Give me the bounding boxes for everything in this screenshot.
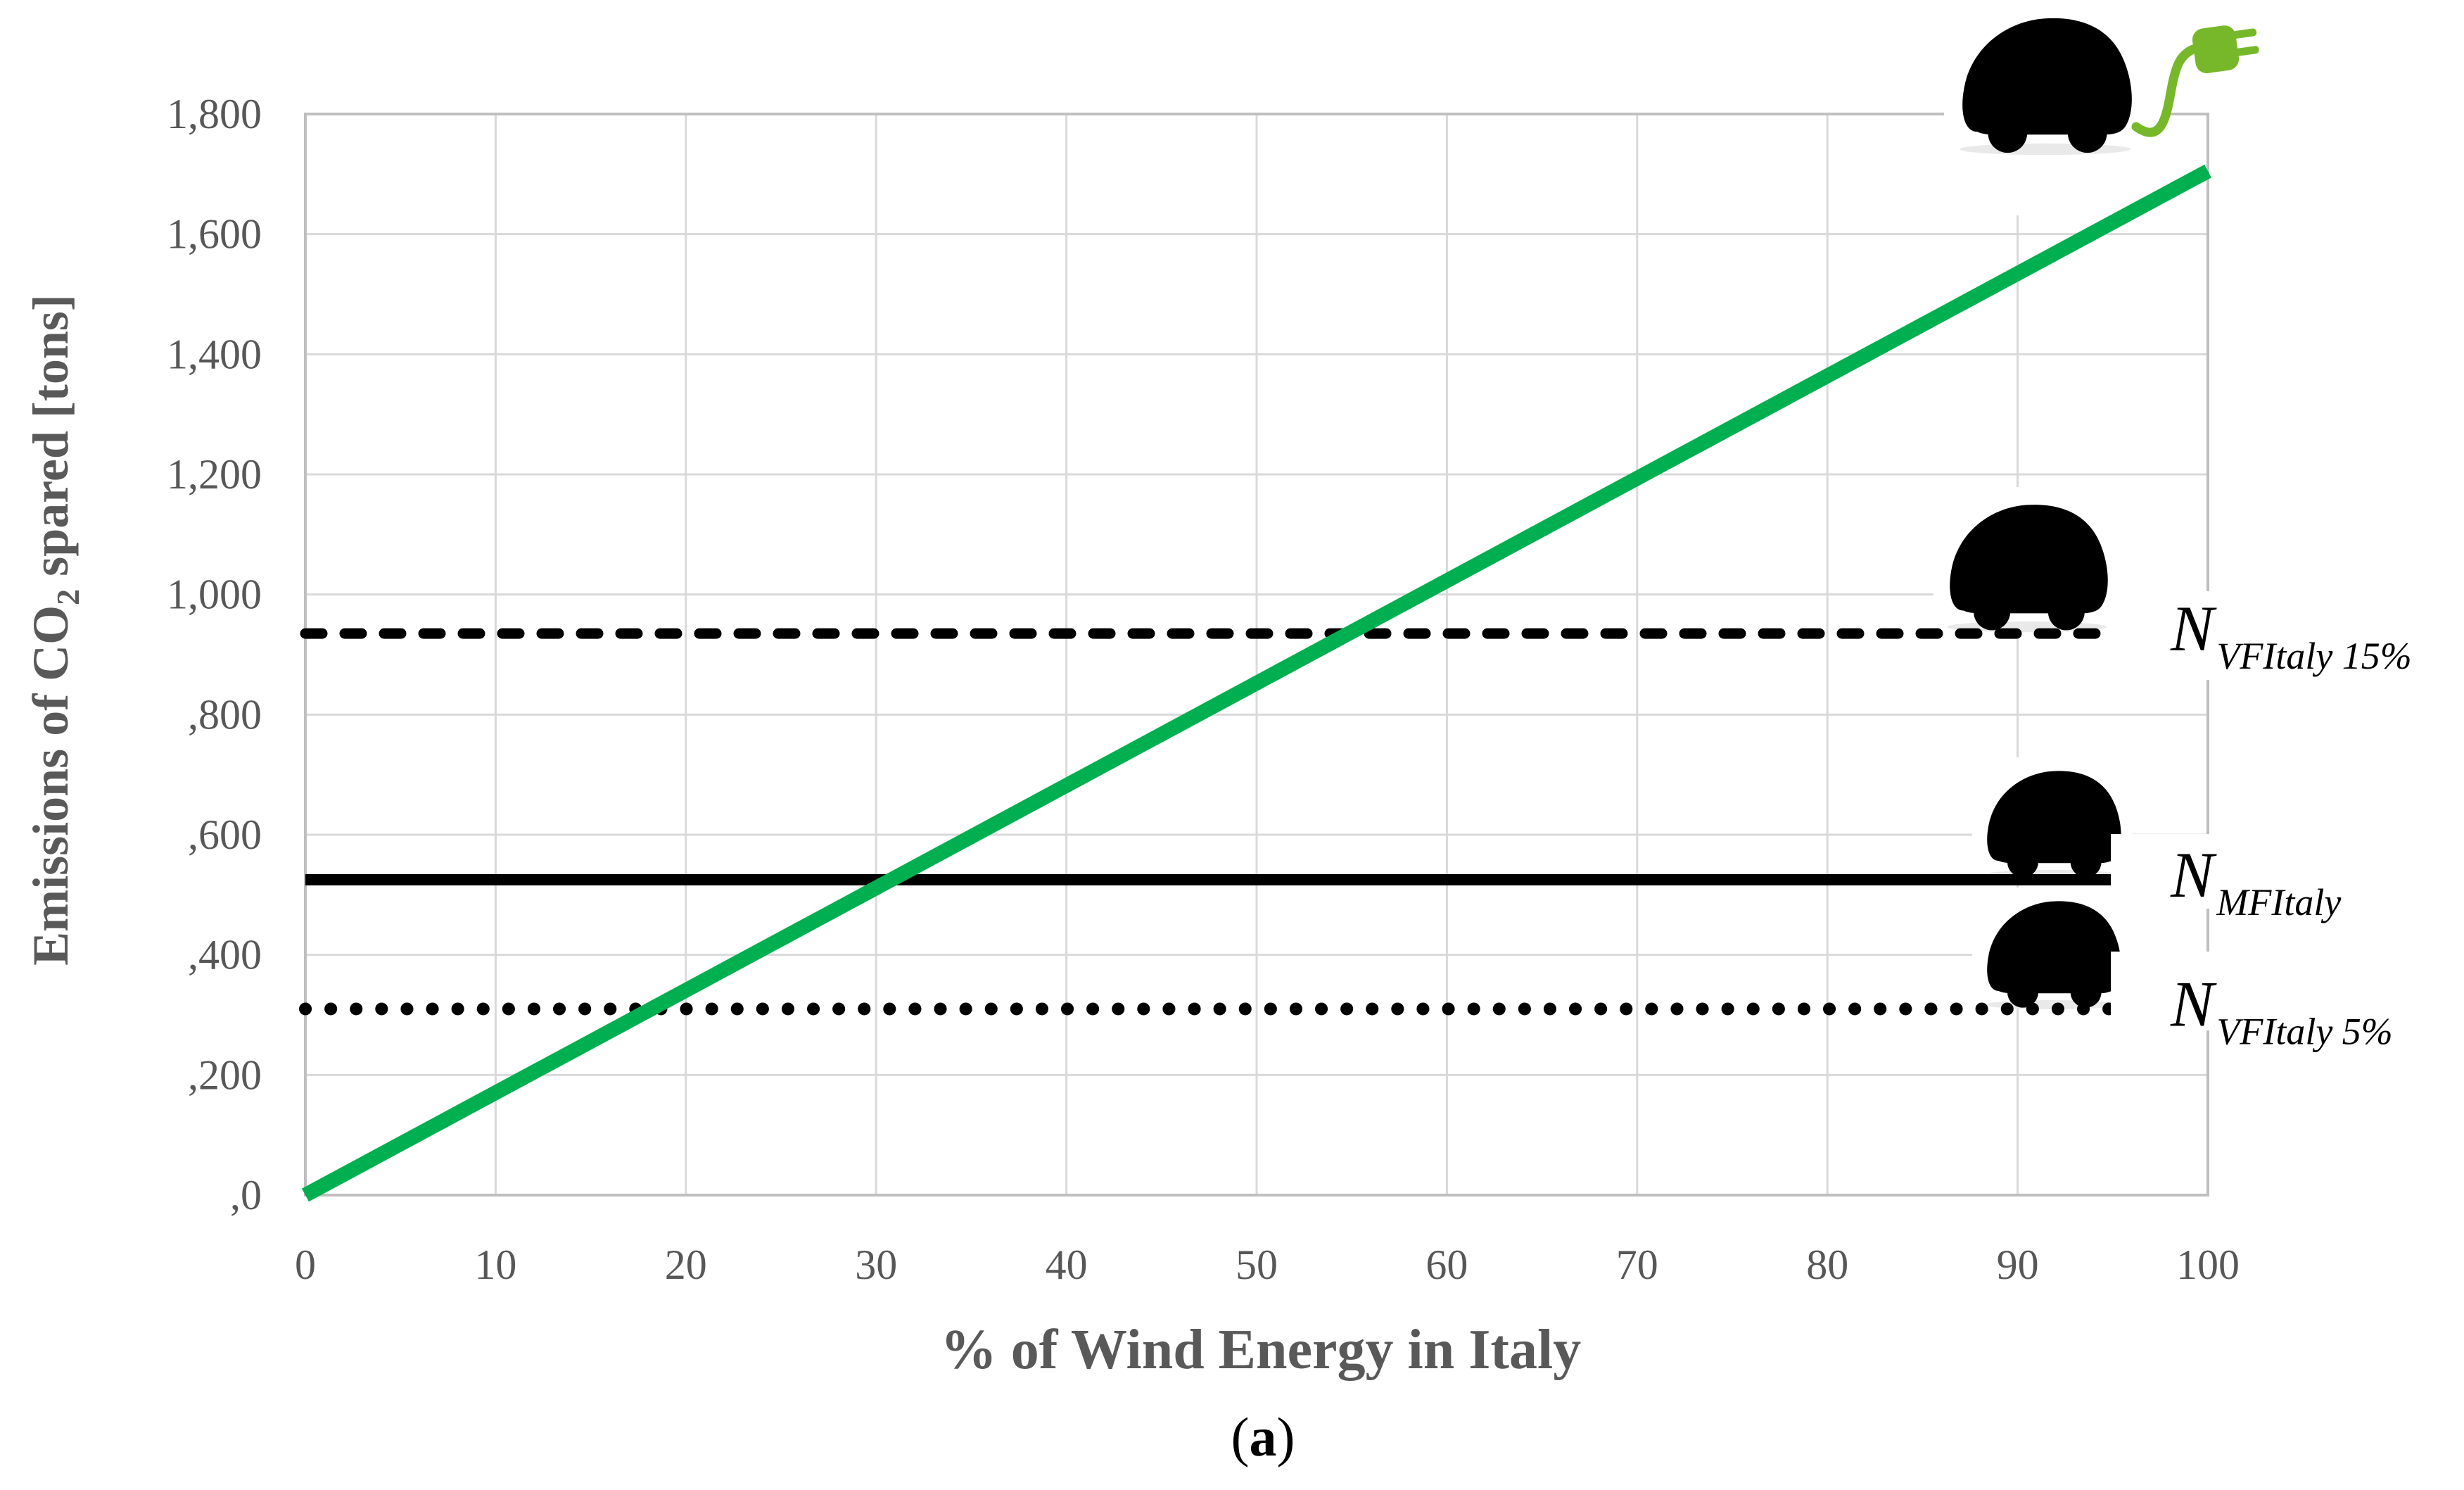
axis-tick-labels: 1,800 1,600 1,400 1,200 1,000 ,800 ,600 ,400 ,20… — [167, 91, 2240, 1288]
x-tick-label: 10 — [474, 1242, 516, 1288]
series-label-boxes — [2111, 591, 2464, 1030]
y-tick-label: ,800 — [188, 691, 262, 738]
y-axis-title: Emissions of CO2 spared [tons] — [23, 294, 86, 966]
charging-cable-icon — [2131, 44, 2198, 137]
y-tick-label: 1,000 — [167, 572, 262, 618]
x-axis-title: % of Wind Energy in Italy — [941, 1319, 1582, 1381]
series-label-main: N — [2170, 968, 2217, 1040]
y-tick-label: ,200 — [188, 1052, 262, 1098]
x-tick-label: 100 — [2176, 1242, 2240, 1288]
x-tick-label: 90 — [1997, 1242, 2039, 1288]
plug-prong — [2233, 28, 2257, 39]
y-tick-label: ,400 — [188, 932, 262, 978]
y-tick-label: ,600 — [188, 812, 262, 858]
green-emissions-line — [302, 164, 2211, 1202]
y-tick-label: ,0 — [230, 1172, 262, 1218]
series-label: NVFItaly 5% — [2170, 968, 2393, 1052]
x-tick-label: 40 — [1046, 1242, 1088, 1288]
series-label-subscript: VFItaly 5% — [2216, 1010, 2392, 1052]
gridlines — [304, 113, 2209, 1197]
figure-caption: (a) — [1231, 1406, 1295, 1467]
x-tick-label: 30 — [855, 1242, 897, 1288]
series-label-background — [2111, 591, 2464, 680]
plug-body-group — [2192, 25, 2259, 74]
y-tick-label: 1,600 — [167, 211, 262, 258]
x-tick-label: 0 — [295, 1242, 316, 1288]
series-label-main: N — [2170, 593, 2217, 664]
plug-body — [2192, 25, 2240, 74]
car-icons — [1933, 4, 2259, 1010]
plug-prong — [2235, 46, 2259, 56]
y-tick-label: 1,400 — [167, 331, 262, 377]
series-label: NMFItaly — [2170, 839, 2341, 923]
series-label-background — [2111, 952, 2464, 1030]
y-tick-label: 1,800 — [167, 91, 262, 137]
charging-plug-icon — [2131, 25, 2259, 137]
series-label-main: N — [2170, 839, 2217, 911]
series-label-subscript: MFItaly — [2216, 881, 2341, 923]
x-tick-label: 80 — [1806, 1242, 1848, 1288]
series-label-background — [2111, 834, 2464, 909]
series-label: NVFItaly 15% — [2170, 593, 2412, 677]
series-label-subscript: VFItaly 15% — [2216, 635, 2411, 677]
x-tick-label: 70 — [1616, 1242, 1658, 1288]
series-lines — [299, 164, 2214, 1202]
y-tick-label: 1,200 — [167, 451, 262, 498]
x-tick-label: 60 — [1425, 1242, 1468, 1288]
x-tick-label: 50 — [1236, 1242, 1278, 1288]
x-tick-label: 20 — [665, 1242, 707, 1288]
